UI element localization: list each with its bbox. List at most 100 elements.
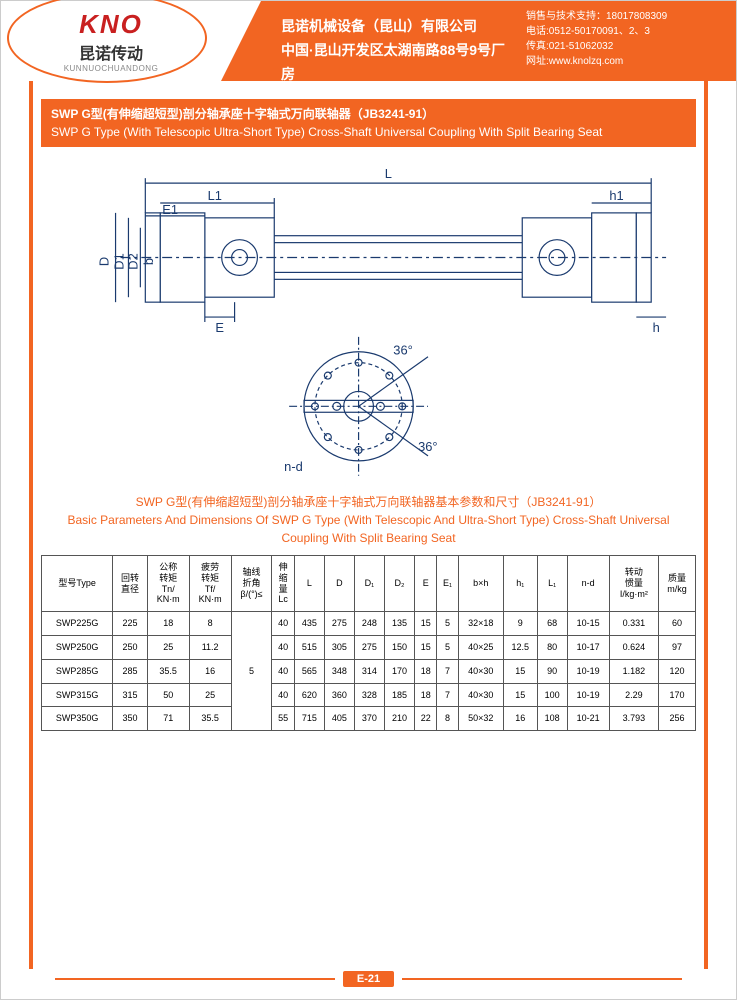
cell: 315 — [113, 683, 147, 707]
col-5: 伸缩量Lc — [272, 556, 295, 612]
cell: SWP225G — [42, 612, 113, 636]
page-number: E-21 — [343, 971, 394, 987]
cell: 3.793 — [609, 707, 658, 731]
col-2: 公称转矩Tn/KN·m — [147, 556, 189, 612]
table-row: SWP225G22518854043527524813515532×189681… — [42, 612, 696, 636]
cell: 11.2 — [189, 635, 231, 659]
cell: 405 — [324, 707, 354, 731]
logo-block: KNO 昆诺传动 KUNNUOCHUANDONG — [1, 1, 221, 81]
cell: 1.182 — [609, 659, 658, 683]
cell: 71 — [147, 707, 189, 731]
cell: 256 — [659, 707, 696, 731]
dim-b: b — [141, 258, 156, 265]
cell: 40 — [272, 659, 295, 683]
dim-D: D — [97, 257, 112, 266]
cell: 275 — [354, 635, 384, 659]
cell: 314 — [354, 659, 384, 683]
logo-pinyin: KUNNUOCHUANDONG — [64, 64, 159, 73]
contact-block: 销售与技术支持：18017808309 电话:0512-50170091、2、3… — [526, 1, 736, 81]
page: KNO 昆诺传动 KUNNUOCHUANDONG 昆诺机械设备（昆山）有限公司 … — [0, 0, 737, 1000]
logo-cn: 昆诺传动 — [79, 40, 143, 64]
cell: 50 — [147, 683, 189, 707]
cell: 9 — [503, 612, 537, 636]
cell: 250 — [113, 635, 147, 659]
cell: 135 — [384, 612, 414, 636]
cell: 515 — [294, 635, 324, 659]
cell: 40 — [272, 683, 295, 707]
cell: 50×32 — [458, 707, 503, 731]
col-4: 轴线折角β/(°)≤ — [231, 556, 272, 612]
cell: 5 — [437, 635, 458, 659]
cell: 565 — [294, 659, 324, 683]
cell: 328 — [354, 683, 384, 707]
col-1: 回转直径 — [113, 556, 147, 612]
dim-E: E — [215, 320, 224, 335]
dim-nd: n-d — [284, 459, 303, 474]
cell: 8 — [437, 707, 458, 731]
cell: 0.624 — [609, 635, 658, 659]
dim-L1: L1 — [208, 188, 222, 203]
contact-tel: 电话:0512-50170091、2、3 — [526, 24, 728, 39]
footer: E-21 — [1, 971, 736, 987]
cell: 97 — [659, 635, 696, 659]
company-address: 中国·昆山开发区太湖南路88号9号厂房 — [281, 39, 516, 87]
col-15: n-d — [567, 556, 609, 612]
cell: SWP315G — [42, 683, 113, 707]
cell: 40×30 — [458, 659, 503, 683]
cell: 18 — [414, 683, 437, 707]
cell: SWP250G — [42, 635, 113, 659]
table-row: SWP250G2502511.24051530527515015540×2512… — [42, 635, 696, 659]
dim-h: h — [653, 320, 660, 335]
cell: 620 — [294, 683, 324, 707]
table-row: SWP315G31550254062036032818518740×301510… — [42, 683, 696, 707]
dim-ang1: 36° — [393, 343, 412, 358]
merged-cell: 5 — [231, 612, 272, 731]
header: KNO 昆诺传动 KUNNUOCHUANDONG 昆诺机械设备（昆山）有限公司 … — [1, 1, 736, 81]
col-6: L — [294, 556, 324, 612]
cell: 15 — [503, 659, 537, 683]
contact-fax: 传真:021-51062032 — [526, 39, 728, 54]
col-16: 转动惯量I/kg·m² — [609, 556, 658, 612]
cell: 16 — [189, 659, 231, 683]
col-7: D — [324, 556, 354, 612]
cell: 2.29 — [609, 683, 658, 707]
cell: 10-15 — [567, 612, 609, 636]
table-row: SWP285G28535.5164056534831417018740×3015… — [42, 659, 696, 683]
col-12: b×h — [458, 556, 503, 612]
dim-E1: E1 — [162, 202, 178, 217]
title-bar: SWP G型(有伸缩超短型)剖分轴承座十字轴式万向联轴器（JB3241-91） … — [41, 99, 696, 147]
cell: 185 — [384, 683, 414, 707]
dim-ang2: 36° — [418, 439, 437, 454]
cell: 15 — [414, 612, 437, 636]
cell: 22 — [414, 707, 437, 731]
cell: 120 — [659, 659, 696, 683]
cell: 275 — [324, 612, 354, 636]
cell: 10-19 — [567, 659, 609, 683]
cell: 108 — [537, 707, 567, 731]
contact-web: 网址:www.knolzq.com — [526, 54, 728, 69]
cell: 150 — [384, 635, 414, 659]
dim-D1: D1 — [111, 253, 126, 269]
contact-sales: 销售与技术支持：18017808309 — [526, 9, 728, 24]
cell: 12.5 — [503, 635, 537, 659]
cell: 32×18 — [458, 612, 503, 636]
col-17: 质量m/kg — [659, 556, 696, 612]
cell: 55 — [272, 707, 295, 731]
footer-rule-right — [402, 978, 682, 980]
cell: 305 — [324, 635, 354, 659]
cell: 16 — [503, 707, 537, 731]
cell: 170 — [659, 683, 696, 707]
cell: 35.5 — [147, 659, 189, 683]
table-row: SWP350G3507135.55571540537021022850×3216… — [42, 707, 696, 731]
cell: 15 — [414, 635, 437, 659]
cell: 5 — [437, 612, 458, 636]
cell: 40 — [272, 635, 295, 659]
cell: 10-17 — [567, 635, 609, 659]
logo-brand: KNO — [79, 9, 143, 40]
cell: 7 — [437, 659, 458, 683]
cell: 25 — [147, 635, 189, 659]
cell: 285 — [113, 659, 147, 683]
cell: SWP350G — [42, 707, 113, 731]
dim-h1: h1 — [609, 188, 623, 203]
cell: 435 — [294, 612, 324, 636]
